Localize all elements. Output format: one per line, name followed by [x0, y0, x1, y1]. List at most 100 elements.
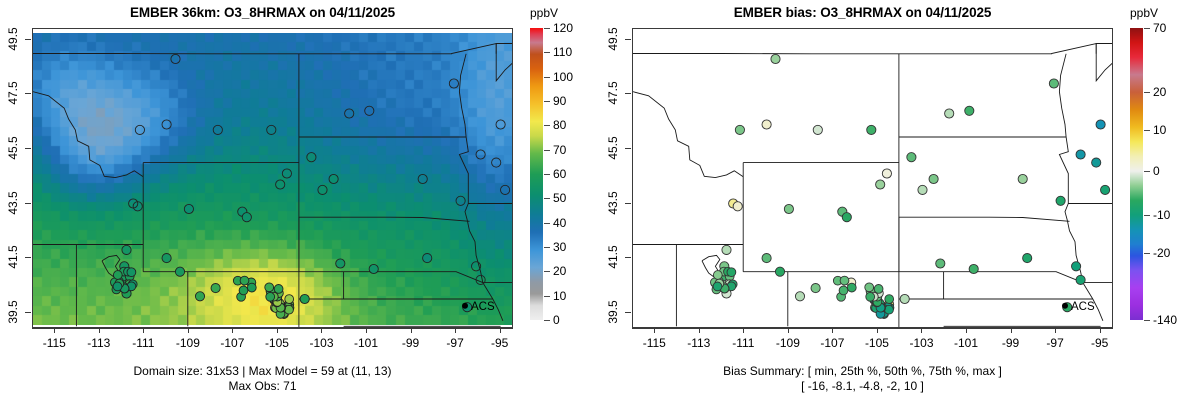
observation-marker[interactable] [935, 258, 946, 269]
observation-marker[interactable] [132, 201, 143, 212]
x-axis-tick-label: -107 [220, 336, 245, 350]
observation-marker[interactable] [732, 201, 743, 212]
observation-marker[interactable] [1075, 274, 1086, 285]
observation-marker[interactable] [866, 124, 877, 135]
observation-marker[interactable] [928, 173, 939, 185]
observation-marker[interactable] [161, 119, 172, 130]
observation-marker[interactable] [239, 275, 250, 286]
observation-marker[interactable] [864, 282, 875, 293]
colorbar-tick [544, 198, 550, 200]
observation-marker[interactable] [884, 294, 895, 304]
observation-marker[interactable] [183, 203, 194, 215]
observation-marker[interactable] [1055, 195, 1066, 206]
observation-marker[interactable] [112, 281, 123, 292]
observation-marker[interactable] [899, 293, 910, 305]
observation-marker[interactable] [422, 253, 433, 264]
observation-markers[interactable] [710, 53, 1111, 319]
observation-marker[interactable] [812, 124, 823, 135]
observation-marker[interactable] [210, 283, 221, 294]
observation-marker[interactable] [968, 263, 979, 275]
observation-marker[interactable] [875, 179, 886, 190]
boundary-line [33, 91, 144, 179]
observation-marker[interactable] [761, 119, 772, 130]
observation-marker[interactable] [265, 291, 276, 302]
observation-marker[interactable] [838, 285, 849, 296]
observation-marker[interactable] [1075, 149, 1086, 160]
observation-marker[interactable] [299, 293, 310, 305]
observation-marker[interactable] [495, 119, 506, 130]
observation-marker[interactable] [417, 173, 428, 185]
observation-marker[interactable] [1091, 157, 1102, 168]
observation-marker[interactable] [794, 291, 806, 302]
observation-marker[interactable] [944, 108, 955, 119]
observation-marker[interactable] [1017, 173, 1028, 185]
observation-marker[interactable] [273, 284, 284, 294]
x-axis-tick [187, 328, 189, 333]
observation-marker[interactable] [721, 244, 732, 255]
observation-marker[interactable] [284, 294, 295, 304]
observation-marker[interactable] [134, 124, 145, 135]
observation-marker[interactable] [364, 105, 375, 116]
observation-marker[interactable] [906, 152, 917, 163]
observation-marker[interactable] [865, 291, 876, 302]
observation-marker[interactable] [368, 263, 379, 275]
observation-marker[interactable] [317, 184, 328, 195]
observation-marker[interactable] [712, 270, 723, 280]
observation-marker[interactable] [174, 266, 186, 277]
observation-marker[interactable] [266, 124, 277, 135]
observation-marker[interactable] [212, 124, 223, 135]
observation-marker[interactable] [475, 149, 486, 160]
observation-marker[interactable] [121, 244, 132, 255]
observation-marker[interactable] [1095, 119, 1106, 130]
bias-map-plot[interactable]: ACS [632, 28, 1113, 328]
observation-marker[interactable] [881, 168, 892, 179]
observation-marker[interactable] [1100, 184, 1111, 195]
observation-marker[interactable] [873, 284, 884, 294]
observation-marker[interactable] [112, 270, 123, 280]
observation-marker[interactable] [471, 261, 482, 272]
bias-y-axis: 39.5 41.5 43.5 45.5 47.5 49.5 [606, 27, 632, 328]
observation-marker[interactable] [770, 53, 781, 65]
observation-marker[interactable] [964, 105, 975, 116]
observation-marker[interactable] [126, 267, 137, 278]
observation-marker[interactable] [726, 267, 737, 278]
x-axis-tick-label: -113 [87, 336, 111, 350]
observation-marker[interactable] [335, 258, 346, 269]
observation-marker[interactable] [491, 157, 502, 168]
observation-marker[interactable] [328, 173, 339, 185]
observation-marker[interactable] [275, 179, 286, 190]
observation-markers[interactable] [110, 53, 511, 319]
observation-marker[interactable] [1071, 261, 1082, 272]
x-axis-tick-label: -111 [732, 336, 755, 350]
observation-marker[interactable] [194, 291, 206, 302]
observation-marker[interactable] [783, 203, 794, 215]
observation-marker[interactable] [774, 266, 786, 277]
observation-marker[interactable] [1048, 78, 1059, 89]
observation-marker[interactable] [241, 212, 252, 223]
observation-marker[interactable] [238, 285, 249, 296]
observation-marker[interactable] [161, 253, 172, 264]
observation-marker[interactable] [475, 274, 486, 285]
observation-marker[interactable] [839, 275, 850, 286]
y-axis-tick [625, 311, 631, 313]
x-axis-tick [743, 328, 745, 333]
observation-marker[interactable] [846, 282, 857, 293]
observation-marker[interactable] [306, 152, 317, 163]
boundary-line [458, 53, 469, 204]
observation-marker[interactable] [281, 168, 292, 179]
observation-marker[interactable] [712, 281, 723, 292]
observation-marker[interactable] [170, 53, 181, 65]
observation-marker[interactable] [761, 253, 772, 264]
observation-marker[interactable] [344, 108, 355, 119]
observation-marker[interactable] [810, 283, 821, 294]
observation-marker[interactable] [246, 282, 257, 293]
model-map-plot[interactable]: ACS [32, 28, 513, 328]
observation-marker[interactable] [455, 195, 466, 206]
observation-marker[interactable] [500, 184, 511, 195]
observation-marker[interactable] [264, 282, 275, 293]
observation-marker[interactable] [734, 124, 745, 135]
observation-marker[interactable] [917, 184, 928, 195]
observation-marker[interactable] [448, 78, 459, 89]
observation-marker[interactable] [1022, 253, 1033, 264]
observation-marker[interactable] [841, 212, 852, 223]
